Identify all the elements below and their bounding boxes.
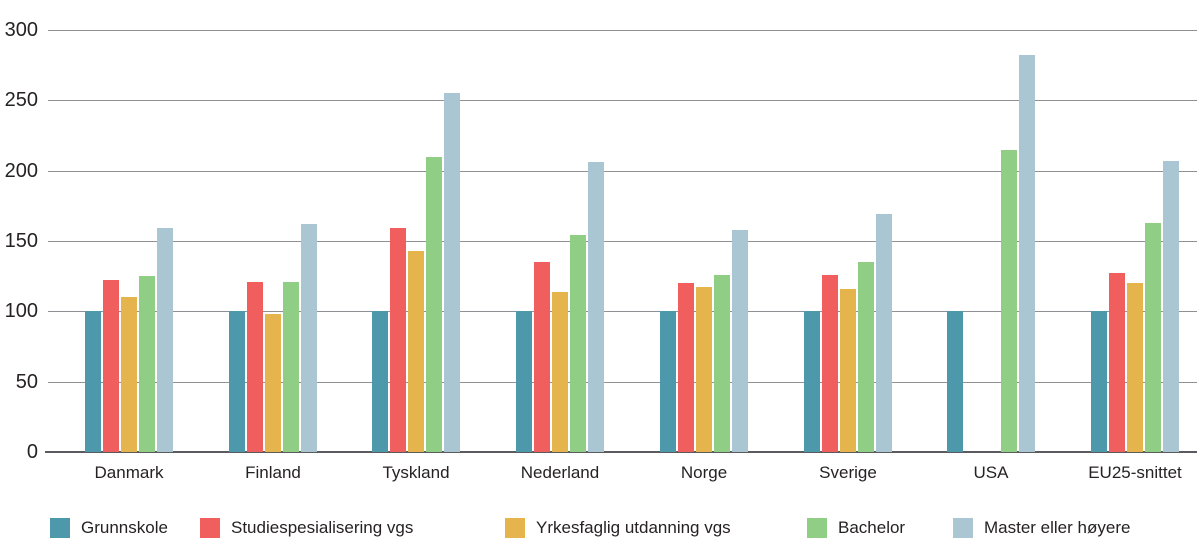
gridline — [48, 30, 1197, 31]
gridline — [48, 381, 1197, 383]
legend-item: Studiespesialisering vgs — [200, 518, 413, 538]
bar-grunnskole-finland — [229, 311, 245, 452]
bar-yrkesfaglig-utdanning-vgs-nederland — [552, 291, 568, 452]
bar-studiespesialisering-vgs-sverige — [822, 274, 838, 452]
gridline — [48, 100, 1197, 102]
bar-bachelor-sverige — [858, 262, 874, 452]
bar-yrkesfaglig-utdanning-vgs-finland — [265, 314, 281, 452]
gridline — [48, 311, 1197, 313]
bar-grunnskole-tyskland — [372, 311, 388, 452]
y-axis-tick-label: 50 — [15, 370, 38, 393]
bar-master-eller-h-yere-eu25-snittet — [1163, 160, 1179, 452]
x-axis-category-label: USA — [973, 463, 1009, 482]
legend-swatch-grunnskole — [50, 518, 70, 538]
legend-label: Studiespesialisering vgs — [231, 518, 414, 537]
x-axis-category-label: Sverige — [819, 463, 877, 482]
legend-item: Bachelor — [807, 518, 905, 538]
bar-master-eller-h-yere-sverige — [876, 214, 892, 452]
bar-grunnskole-eu25-snittet — [1091, 311, 1107, 452]
y-axis-tick-label: 200 — [4, 159, 38, 182]
bar-grunnskole-norge — [660, 311, 676, 452]
bar-grunnskole-danmark — [85, 311, 101, 452]
bar-grunnskole-usa — [947, 311, 963, 452]
legend-swatch-yrkesfaglig-utdanning-vgs — [505, 518, 525, 538]
bar-studiespesialisering-vgs-nederland — [534, 262, 550, 452]
legend-label: Grunnskole — [81, 518, 168, 537]
x-axis-category-label: Danmark — [94, 463, 164, 482]
bar-master-eller-h-yere-danmark — [157, 228, 173, 452]
x-axis-category-label: Nederland — [520, 463, 600, 482]
bar-studiespesialisering-vgs-tyskland — [390, 228, 406, 452]
legend-swatch-master-eller-h-yere — [953, 518, 973, 538]
bar-bachelor-nederland — [570, 235, 586, 452]
bar-master-eller-h-yere-nederland — [588, 162, 604, 452]
bar-grunnskole-sverige — [804, 311, 820, 452]
bar-studiespesialisering-vgs-finland — [247, 281, 263, 452]
x-axis-category-label: Norge — [680, 463, 728, 482]
bar-studiespesialisering-vgs-danmark — [103, 280, 119, 452]
legend-swatch-studiespesialisering-vgs — [200, 518, 220, 538]
bar-bachelor-eu25-snittet — [1145, 222, 1161, 452]
bar-yrkesfaglig-utdanning-vgs-danmark — [121, 297, 137, 452]
bar-master-eller-h-yere-tyskland — [444, 93, 460, 452]
bar-master-eller-h-yere-usa — [1019, 55, 1035, 452]
bar-studiespesialisering-vgs-norge — [678, 283, 694, 452]
legend-label: Bachelor — [838, 518, 906, 537]
x-axis-baseline — [45, 451, 1197, 453]
bar-master-eller-h-yere-norge — [732, 229, 748, 452]
y-axis-tick-label: 0 — [26, 441, 38, 463]
x-axis-category-label: Tyskland — [382, 463, 450, 482]
y-axis-tick-label: 250 — [4, 89, 38, 112]
gridline — [48, 241, 1197, 242]
legend-label: Master eller høyere — [984, 518, 1131, 537]
bar-studiespesialisering-vgs-eu25-snittet — [1109, 273, 1125, 452]
bar-bachelor-tyskland — [426, 156, 442, 452]
bar-master-eller-h-yere-finland — [301, 224, 317, 452]
bar-bachelor-usa — [1001, 149, 1017, 452]
bar-bachelor-norge — [714, 274, 730, 452]
y-axis-tick-label: 300 — [4, 19, 38, 41]
legend-item: Grunnskole — [50, 518, 168, 538]
bar-bachelor-finland — [283, 281, 299, 452]
bar-yrkesfaglig-utdanning-vgs-eu25-snittet — [1127, 283, 1143, 452]
legend-swatch-bachelor — [807, 518, 827, 538]
y-axis-tick-label: 150 — [4, 230, 38, 252]
bar-yrkesfaglig-utdanning-vgs-sverige — [840, 288, 856, 452]
bar-yrkesfaglig-utdanning-vgs-tyskland — [408, 250, 424, 452]
y-axis-tick-label: 100 — [4, 300, 38, 323]
legend-label: Yrkesfaglig utdanning vgs — [536, 518, 731, 537]
bar-yrkesfaglig-utdanning-vgs-norge — [696, 287, 712, 452]
bar-grunnskole-nederland — [516, 311, 532, 452]
x-axis-category-label: EU25-snittet — [1088, 463, 1182, 482]
gridline — [48, 170, 1197, 172]
legend-item: Master eller høyere — [953, 518, 1130, 538]
legend-item: Yrkesfaglig utdanning vgs — [505, 518, 731, 538]
bar-bachelor-danmark — [139, 276, 155, 452]
x-axis-category-label: Finland — [245, 463, 301, 482]
